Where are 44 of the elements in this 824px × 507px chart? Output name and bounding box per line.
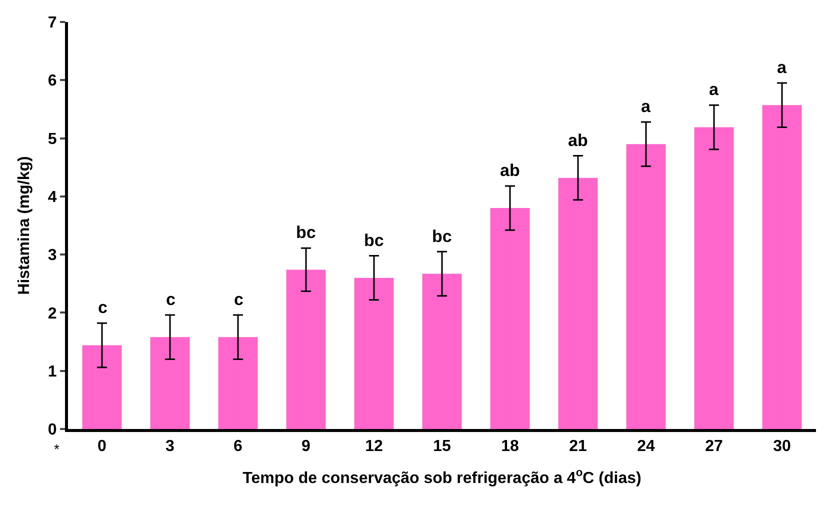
bar <box>626 144 666 429</box>
y-tick-label: 3 <box>48 247 57 264</box>
annotation: bc <box>432 227 452 246</box>
bar <box>558 178 598 429</box>
annotation: c <box>234 290 244 309</box>
bar <box>490 208 530 429</box>
y-tick-label: 7 <box>48 14 57 32</box>
bar <box>422 274 462 429</box>
bar <box>286 270 326 429</box>
x-tick-label: 0 <box>98 438 107 456</box>
text: * <box>54 441 60 457</box>
x-tick-label: 6 <box>234 438 243 456</box>
x-tick-label: 12 <box>365 438 383 456</box>
y-axis-title: Histamina (mg/kg) <box>16 156 33 295</box>
annotation: c <box>98 298 108 317</box>
y-tick-label: 4 <box>48 189 57 206</box>
annotation: a <box>709 80 719 99</box>
bar <box>82 345 122 429</box>
annotation: bc <box>364 231 384 250</box>
bar <box>762 105 802 429</box>
y-tick-label: 5 <box>48 130 57 148</box>
bar <box>150 337 190 429</box>
annotation: a <box>777 58 787 77</box>
annotation: c <box>166 290 176 309</box>
x-tick-label: 9 <box>302 438 311 456</box>
bar <box>694 127 734 429</box>
x-tick-label: 27 <box>705 438 723 456</box>
annotation: ab <box>568 131 588 150</box>
x-tick-label: 24 <box>637 438 655 456</box>
y-tick-label: 2 <box>48 305 57 322</box>
x-tick-label: 21 <box>569 438 587 456</box>
x-tick-label: 18 <box>501 438 519 456</box>
bar <box>354 278 394 429</box>
annotation: ab <box>500 161 520 180</box>
annotation: a <box>641 97 651 116</box>
annotation: bc <box>296 223 316 242</box>
x-tick-label: 15 <box>433 438 451 456</box>
bar <box>218 337 258 429</box>
y-tick-label: 6 <box>48 72 57 90</box>
x-tick-label: 30 <box>773 438 791 456</box>
y-tick-label: 0 <box>48 422 57 439</box>
x-axis-title: Tempo de conservação sob refrigeração a 4$^{o}$C (dias) <box>242 467 642 487</box>
y-tick-label: 1 <box>48 363 57 380</box>
x-tick-label: 3 <box>166 438 175 456</box>
